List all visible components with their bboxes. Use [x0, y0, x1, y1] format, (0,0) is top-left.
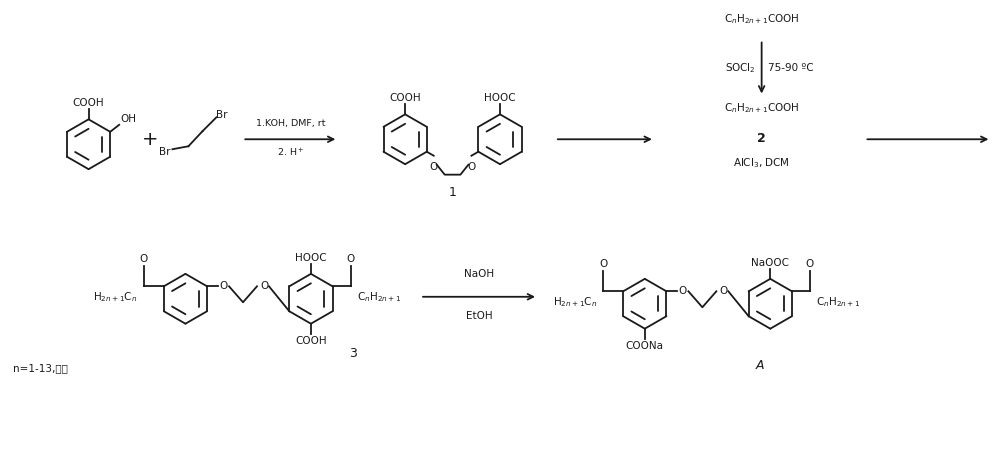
Text: C$_n$H$_{2n+1}$COOH: C$_n$H$_{2n+1}$COOH	[724, 101, 799, 115]
Text: 75-90 ºC: 75-90 ºC	[768, 64, 813, 74]
Text: Br: Br	[216, 110, 228, 120]
Text: H$_{2n+1}$C$_n$: H$_{2n+1}$C$_n$	[93, 290, 138, 304]
Text: O: O	[140, 254, 148, 264]
Text: O: O	[346, 254, 355, 264]
Text: HOOC: HOOC	[295, 253, 327, 263]
Text: O: O	[219, 281, 227, 291]
Text: AlCl$_3$, DCM: AlCl$_3$, DCM	[733, 156, 790, 170]
Text: EtOH: EtOH	[466, 311, 492, 321]
Text: O: O	[430, 162, 438, 172]
Text: O: O	[599, 259, 607, 269]
Text: O: O	[467, 162, 476, 172]
Text: Br: Br	[159, 147, 170, 157]
Text: C$_n$H$_{2n+1}$: C$_n$H$_{2n+1}$	[357, 290, 401, 304]
Text: 3: 3	[349, 347, 357, 360]
Text: COONa: COONa	[626, 340, 664, 350]
Text: COOH: COOH	[73, 99, 104, 109]
Text: n=1-13,整数: n=1-13,整数	[13, 364, 68, 374]
Text: COOH: COOH	[295, 336, 327, 345]
Text: C$_n$H$_{2n+1}$COOH: C$_n$H$_{2n+1}$COOH	[724, 13, 799, 26]
Text: 1.KOH, DMF, rt: 1.KOH, DMF, rt	[256, 119, 325, 128]
Text: O: O	[678, 286, 687, 296]
Text: 2. H$^+$: 2. H$^+$	[277, 147, 304, 159]
Text: C$_n$H$_{2n+1}$: C$_n$H$_{2n+1}$	[816, 295, 860, 309]
Text: H$_{2n+1}$C$_n$: H$_{2n+1}$C$_n$	[553, 295, 597, 309]
Text: NaOH: NaOH	[464, 269, 494, 279]
Text: OH: OH	[120, 114, 136, 124]
Text: COOH: COOH	[389, 94, 421, 104]
Text: NaOOC: NaOOC	[751, 258, 789, 268]
Text: O: O	[719, 286, 728, 296]
Text: O: O	[806, 259, 814, 269]
Text: O: O	[260, 281, 268, 291]
Text: 1: 1	[449, 186, 457, 199]
Text: SOCl$_2$: SOCl$_2$	[725, 62, 756, 75]
Text: +: +	[142, 130, 159, 149]
Text: 2: 2	[757, 132, 766, 145]
Text: A: A	[756, 359, 765, 371]
Text: HOOC: HOOC	[484, 94, 516, 104]
